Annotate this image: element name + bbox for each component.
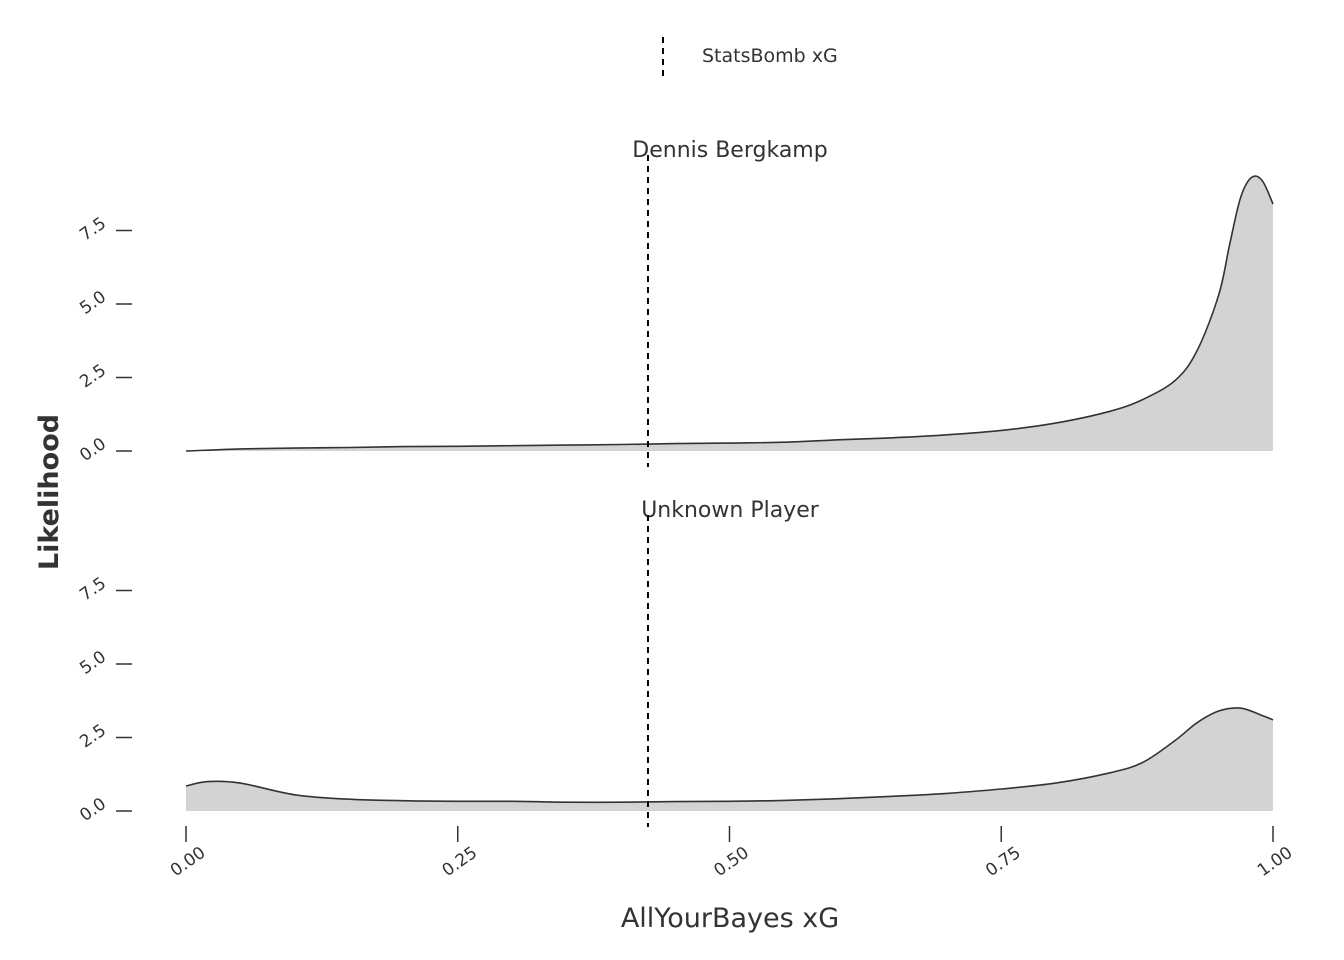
panel-dennis-bergkamp: 0.0 2.5 5.0 7.5 Dennis Bergkamp [76, 138, 1274, 467]
y-tick-label: 0.0 [76, 794, 110, 826]
y-tick-label: 2.5 [76, 360, 110, 392]
x-axis-title: AllYourBayes xG [621, 903, 839, 934]
x-tick-label: 0.25 [439, 843, 481, 881]
y-tick-label: 5.0 [76, 647, 110, 679]
y-tick-label: 5.0 [76, 287, 110, 319]
panel-title: Dennis Bergkamp [632, 138, 827, 163]
y-tick-label: 7.5 [76, 573, 110, 605]
y-tick-label: 7.5 [76, 213, 110, 245]
y-tick-label: 2.5 [76, 720, 110, 752]
y-tick-label: 0.0 [76, 434, 110, 466]
y-axis-title: Likelihood [34, 414, 65, 570]
legend-label: StatsBomb xG [702, 45, 838, 67]
density-area [186, 176, 1273, 451]
legend: StatsBomb xG [662, 37, 838, 76]
x-tick-label: 0.75 [982, 843, 1024, 881]
density-line [185, 175, 1274, 452]
density-line [185, 707, 1274, 804]
panel-title: Unknown Player [641, 498, 820, 523]
x-tick-label: 1.00 [1254, 843, 1296, 881]
panel-unknown-player: 0.0 2.5 5.0 7.5 Unknown Player [76, 498, 1274, 827]
x-tick-label: 0.00 [167, 843, 209, 881]
density-area [186, 707, 1273, 811]
x-tick-label: 0.50 [710, 843, 752, 881]
